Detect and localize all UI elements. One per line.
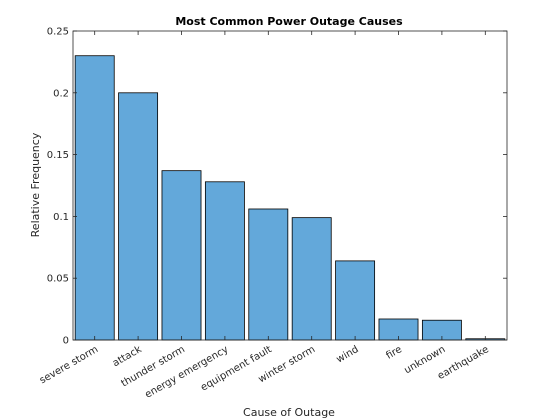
y-axis-title: Relative Frequency [29, 132, 42, 237]
x-axis-title: Cause of Outage [243, 406, 335, 419]
y-tick-label: 0.15 [47, 150, 69, 161]
bar-attack [118, 92, 159, 341]
axes-box [72, 30, 508, 341]
y-tick-label: 0.2 [53, 88, 69, 99]
bar-thunder-storm [161, 170, 202, 341]
y-tick-label: 0.1 [53, 212, 69, 223]
bar-equipment-fault [248, 208, 289, 341]
bar-wind [335, 260, 376, 341]
bar-severe-storm [74, 55, 115, 341]
bars-group [74, 55, 506, 341]
y-tick-label: 0.05 [47, 274, 69, 285]
chart-title: Most Common Power Outage Causes [175, 15, 403, 28]
y-tick-label: 0.25 [47, 27, 69, 38]
bar-winter-storm [291, 217, 332, 341]
bar-energy-emergency [204, 181, 245, 341]
y-tick-label: 0 [63, 336, 69, 347]
